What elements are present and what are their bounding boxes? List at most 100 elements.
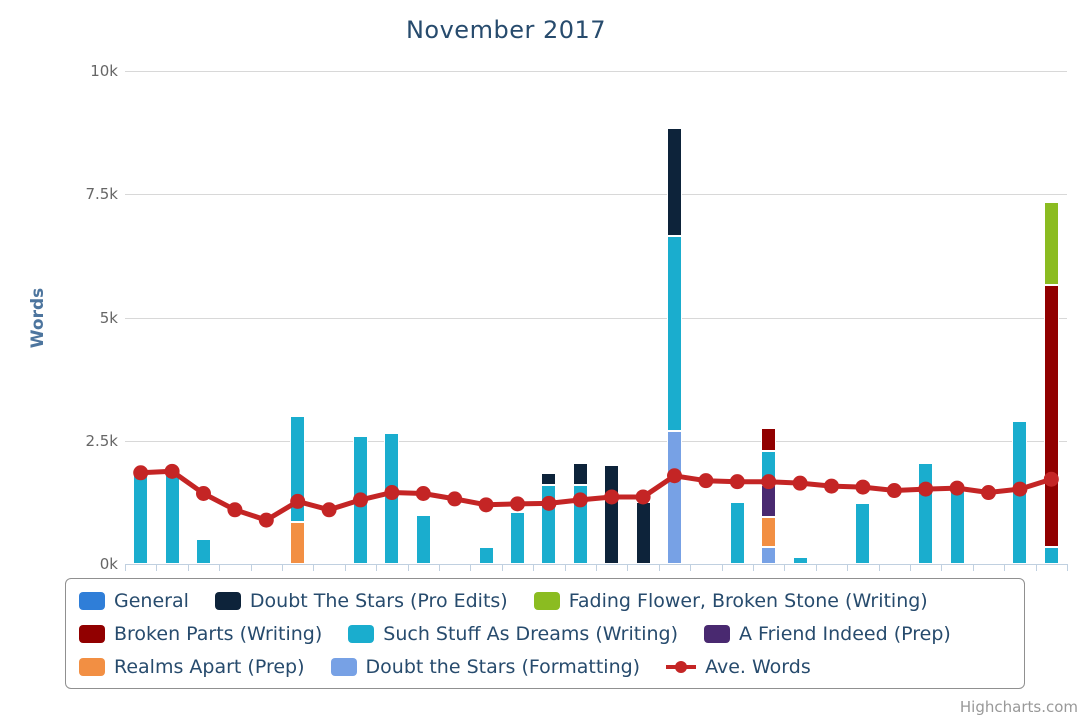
gridline <box>125 194 1067 196</box>
x-axis-tick <box>878 565 880 571</box>
average-line-marker[interactable]: Ave. Words — day 25: 1490 <box>886 483 902 499</box>
average-line-marker[interactable]: Ave. Words — day 12: 1200 <box>478 497 494 513</box>
y-axis-label: 7.5k <box>85 185 118 204</box>
legend-row: Broken Parts (Writing) Such Stuff As Drea… <box>66 617 1024 650</box>
x-axis-tick <box>439 565 440 571</box>
bar-segment[interactable] <box>384 433 400 564</box>
x-axis-tick <box>847 565 849 571</box>
x-axis-tick <box>1004 565 1006 571</box>
legend-item-such-stuff-as-dreams-writing[interactable]: Such Stuff As Dreams (Writing) <box>348 623 678 645</box>
legend-swatch <box>533 591 560 610</box>
x-axis-tick <box>596 565 597 571</box>
bar-segment[interactable] <box>510 512 525 564</box>
average-line-marker[interactable]: Ave. Words — day 7: 1100 <box>321 502 337 518</box>
legend-item-general[interactable]: General <box>79 590 189 612</box>
legend-item-a-friend-indeed-prep[interactable]: A Friend Indeed (Prep) <box>704 623 951 645</box>
legend: General Doubt The Stars (Pro Edits) Fading… <box>65 578 1025 689</box>
bar-segment[interactable] <box>635 502 651 564</box>
bar-segment[interactable] <box>918 462 934 564</box>
average-line-marker[interactable]: Ave. Words — day 19: 1690 <box>698 473 714 489</box>
gridline <box>125 317 1067 319</box>
x-axis-tick <box>1035 565 1037 571</box>
x-axis-tick <box>282 565 283 571</box>
bar-segment[interactable] <box>572 462 588 486</box>
average-line-marker[interactable]: Ave. Words — day 10: 1430 <box>415 486 431 502</box>
bar-segment[interactable] <box>667 127 682 237</box>
x-axis-tick <box>313 565 315 571</box>
bar-segment[interactable] <box>855 503 871 564</box>
x-axis-tick <box>376 565 378 571</box>
legend-swatch <box>214 591 241 610</box>
bar-segment[interactable] <box>1043 546 1059 564</box>
average-line-marker[interactable]: Ave. Words — day 5: 890 <box>258 512 274 528</box>
legend-line-symbol <box>666 658 697 676</box>
bar-segment[interactable] <box>353 435 368 564</box>
legend-item-doubt-the-stars-pro-edits[interactable]: Doubt The Stars (Pro Edits) <box>214 590 508 612</box>
legend-item-realms-apart-prep[interactable]: Realms Apart (Prep) <box>79 656 305 678</box>
bar-segment[interactable] <box>290 522 306 564</box>
average-line-marker[interactable]: Ave. Words — day 22: 1640 <box>792 475 808 491</box>
legend-label: Ave. Words <box>705 655 811 678</box>
gridline <box>125 71 1067 72</box>
average-line-marker[interactable]: Ave. Words — day 24: 1560 <box>855 479 871 495</box>
bar-segment[interactable] <box>164 475 180 564</box>
legend-swatch <box>348 624 375 643</box>
bar-segment[interactable] <box>1043 285 1059 547</box>
average-line-marker[interactable]: Ave. Words — day 4: 1100 <box>227 502 243 518</box>
credits-link[interactable]: Highcharts.com <box>959 698 1078 716</box>
x-axis-tick <box>219 565 221 571</box>
bar-segment[interactable] <box>1012 421 1028 564</box>
average-line-marker[interactable]: Ave. Words — day 28: 1450 <box>981 485 996 501</box>
legend-label: Broken Parts (Writing) <box>114 622 323 645</box>
x-axis-tick <box>784 565 786 571</box>
x-axis-tick <box>533 565 535 571</box>
x-axis-tick <box>910 565 911 571</box>
x-axis-tick <box>721 565 723 571</box>
x-axis-line <box>125 564 1068 565</box>
bar-segment[interactable] <box>761 450 777 486</box>
bar-segment[interactable] <box>604 465 620 564</box>
legend-item-doubt-the-stars-formatting[interactable]: Doubt the Stars (Formatting) <box>330 656 640 678</box>
bar-segment[interactable] <box>572 485 588 564</box>
bar-segment[interactable] <box>729 502 745 564</box>
bar-segment[interactable] <box>667 430 682 564</box>
bar-segment[interactable] <box>290 416 306 523</box>
legend-item-broken-parts-writing[interactable]: Broken Parts (Writing) <box>79 623 322 645</box>
legend-label: General <box>114 589 189 612</box>
x-axis-tick <box>125 565 126 571</box>
bar-segment[interactable] <box>667 236 682 431</box>
average-line-marker[interactable]: Ave. Words — day 20: 1670 <box>729 474 745 490</box>
bar-segment[interactable] <box>949 490 965 564</box>
x-axis-tick <box>344 565 346 571</box>
bar-segment[interactable] <box>761 485 777 518</box>
bar-segment[interactable] <box>133 475 149 564</box>
bar-segment[interactable] <box>541 485 557 564</box>
legend-row: General Doubt The Stars (Pro Edits) Fading… <box>66 584 1024 617</box>
x-axis-tick <box>658 565 660 571</box>
bar-segment[interactable] <box>541 472 557 486</box>
bar-segment[interactable] <box>761 546 777 564</box>
legend-item-fading-flower-broken-stone-writing[interactable]: Fading Flower, Broken Stone (Writing) <box>533 590 928 612</box>
y-axis-label: 2.5k <box>85 431 118 450</box>
average-line-marker[interactable]: Ave. Words — day 3: 1430 <box>196 486 211 502</box>
bar-segment[interactable] <box>792 556 808 564</box>
legend-label: Realms Apart (Prep) <box>114 655 305 678</box>
legend-swatch <box>704 624 731 643</box>
average-line-marker[interactable]: Ave. Words — day 11: 1320 <box>447 491 463 507</box>
average-line-marker[interactable]: Ave. Words — day 23: 1580 <box>824 478 839 494</box>
x-axis-tick <box>564 565 566 571</box>
legend-item-ave-words[interactable]: Ave. Words <box>666 656 811 678</box>
bar-segment[interactable] <box>761 517 777 547</box>
bar-segment[interactable] <box>761 428 777 451</box>
bar-segment[interactable] <box>196 539 211 564</box>
average-line-marker[interactable]: Ave. Words — day 13: 1220 <box>510 496 525 512</box>
y-axis-label: 5k <box>99 308 118 327</box>
x-axis-tick <box>1067 565 1068 571</box>
bar-segment[interactable] <box>478 546 494 564</box>
bar-segment[interactable] <box>1043 201 1059 286</box>
bar-segment[interactable] <box>415 514 431 564</box>
y-axis-label: 0k <box>99 555 118 573</box>
x-axis-tick <box>753 565 754 571</box>
x-axis-tick <box>627 565 629 571</box>
